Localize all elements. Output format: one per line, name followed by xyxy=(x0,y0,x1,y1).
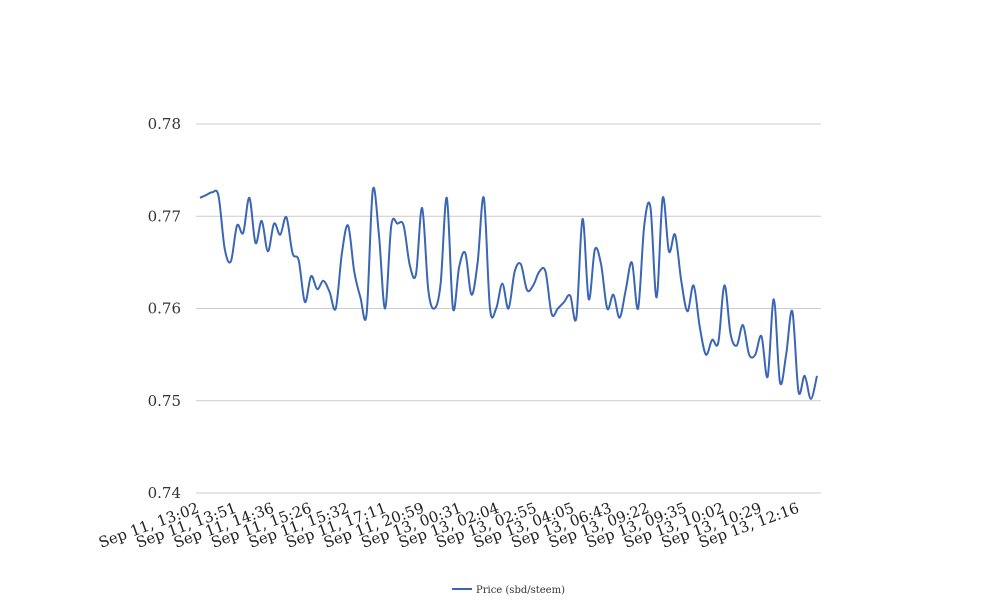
series-line-price xyxy=(199,186,818,400)
series-layer xyxy=(199,186,818,400)
y-tick-label: 0.77 xyxy=(148,207,181,225)
y-axis-ticks: 0.74 0.75 0.76 0.77 0.78 xyxy=(148,115,181,502)
y-tick-label: 0.76 xyxy=(148,300,181,318)
legend-label: Price (sbd/steem) xyxy=(476,585,565,596)
y-tick-label: 0.78 xyxy=(148,115,181,133)
legend: Price (sbd/steem) xyxy=(452,585,565,596)
y-tick-label: 0.75 xyxy=(148,392,181,410)
y-tick-label: 0.74 xyxy=(148,484,181,502)
